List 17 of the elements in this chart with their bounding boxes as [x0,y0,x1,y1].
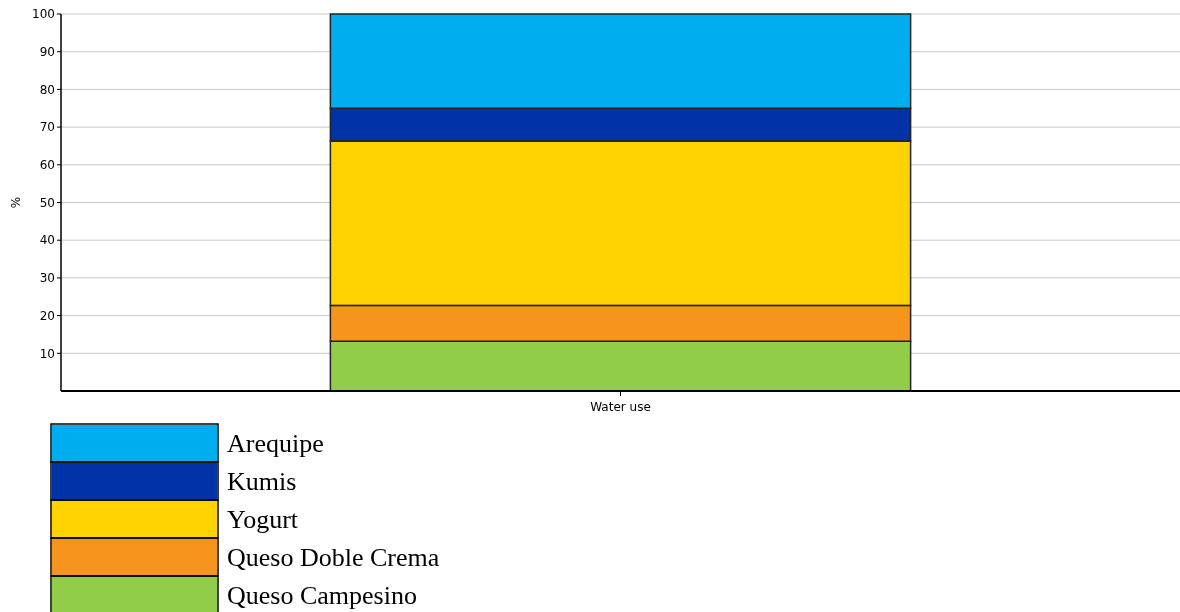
y-tick-label: 70 [39,120,55,135]
y-tick-label: 20 [39,308,55,323]
y-axis-title: % [9,196,23,209]
legend-label: Kumis [227,467,297,497]
y-tick-label: 40 [39,233,55,248]
y-tick-label: 80 [39,82,55,97]
y-tick-label: 10 [39,346,55,361]
legend-label: Arequipe [227,429,324,459]
legend-label: Queso Doble Crema [227,543,440,573]
y-tick-label: 90 [39,44,55,59]
y-tick-label: 60 [39,158,55,172]
y-tick-label: 30 [39,271,55,286]
x-tick-label: Water use [590,400,651,414]
y-tick-label: 100 [32,7,55,22]
legend-label: Queso Campesino [227,581,417,611]
y-tick-label: 50 [39,195,55,210]
legend-label: Yogurt [227,505,299,535]
